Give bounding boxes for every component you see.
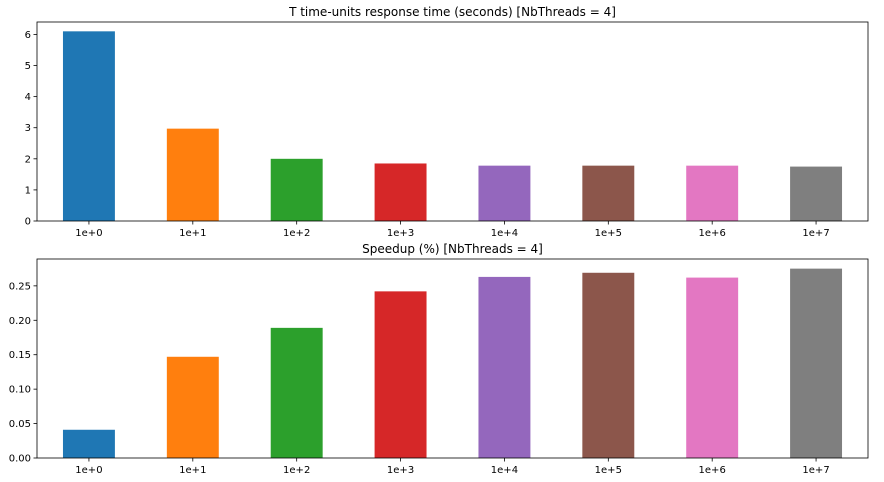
bar-1ep5 <box>582 272 635 458</box>
y-tick-label: 0.00 <box>9 454 31 465</box>
response-time-chart: T time-units response time (seconds) [Nb… <box>25 5 869 239</box>
bar-1ep0 <box>62 429 115 458</box>
bar-1ep6 <box>686 277 739 458</box>
bar-1ep1 <box>166 356 219 458</box>
chart-title: Speedup (%) [NbThreads = 4] <box>362 242 543 256</box>
x-tick-label: 1e+6 <box>699 228 726 239</box>
y-tick-label: 0.10 <box>9 385 31 396</box>
y-tick-label: 3 <box>25 123 31 134</box>
bar-1ep7 <box>790 166 843 221</box>
x-tick-label: 1e+7 <box>802 228 829 239</box>
y-tick-label: 2 <box>25 154 31 165</box>
x-tick-label: 1e+0 <box>75 228 102 239</box>
y-tick-label: 5 <box>25 61 31 72</box>
y-tick-label: 0.15 <box>9 350 31 361</box>
bar-1ep0 <box>62 31 115 221</box>
bar-1ep3 <box>374 163 427 221</box>
x-tick-label: 1e+6 <box>699 465 726 476</box>
axes-frame <box>36 258 869 459</box>
y-tick-label: 0 <box>25 217 31 228</box>
y-tick-label: 4 <box>25 92 31 103</box>
bar-1ep2 <box>270 327 323 458</box>
y-tick-label: 0.20 <box>9 316 31 327</box>
x-tick-label: 1e+5 <box>595 465 622 476</box>
y-tick-label: 0.05 <box>9 419 31 430</box>
x-tick-label: 1e+1 <box>179 465 206 476</box>
bar-1ep2 <box>270 158 323 221</box>
bar-1ep4 <box>478 276 531 458</box>
x-tick-label: 1e+2 <box>283 228 310 239</box>
x-tick-label: 1e+4 <box>491 228 518 239</box>
x-tick-label: 1e+4 <box>491 465 518 476</box>
chart-title: T time-units response time (seconds) [Nb… <box>288 5 616 19</box>
y-tick-label: 0.25 <box>9 281 31 292</box>
x-tick-label: 1e+7 <box>802 465 829 476</box>
y-tick-label: 6 <box>25 30 31 41</box>
bar-1ep4 <box>478 165 531 221</box>
bar-1ep7 <box>790 268 843 458</box>
x-tick-label: 1e+3 <box>387 228 414 239</box>
x-tick-label: 1e+3 <box>387 465 414 476</box>
axes-frame <box>36 21 869 222</box>
bar-1ep1 <box>166 128 219 221</box>
x-tick-label: 1e+5 <box>595 228 622 239</box>
bar-1ep3 <box>374 291 427 458</box>
x-tick-label: 1e+2 <box>283 465 310 476</box>
y-tick-label: 1 <box>25 185 31 196</box>
bar-1ep5 <box>582 165 635 221</box>
speedup-chart: Speedup (%) [NbThreads = 4] 0.00 0.05 0.10 0… <box>9 242 869 476</box>
x-tick-label: 1e+1 <box>179 228 206 239</box>
bar-1ep6 <box>686 165 739 221</box>
x-tick-label: 1e+0 <box>75 465 102 476</box>
